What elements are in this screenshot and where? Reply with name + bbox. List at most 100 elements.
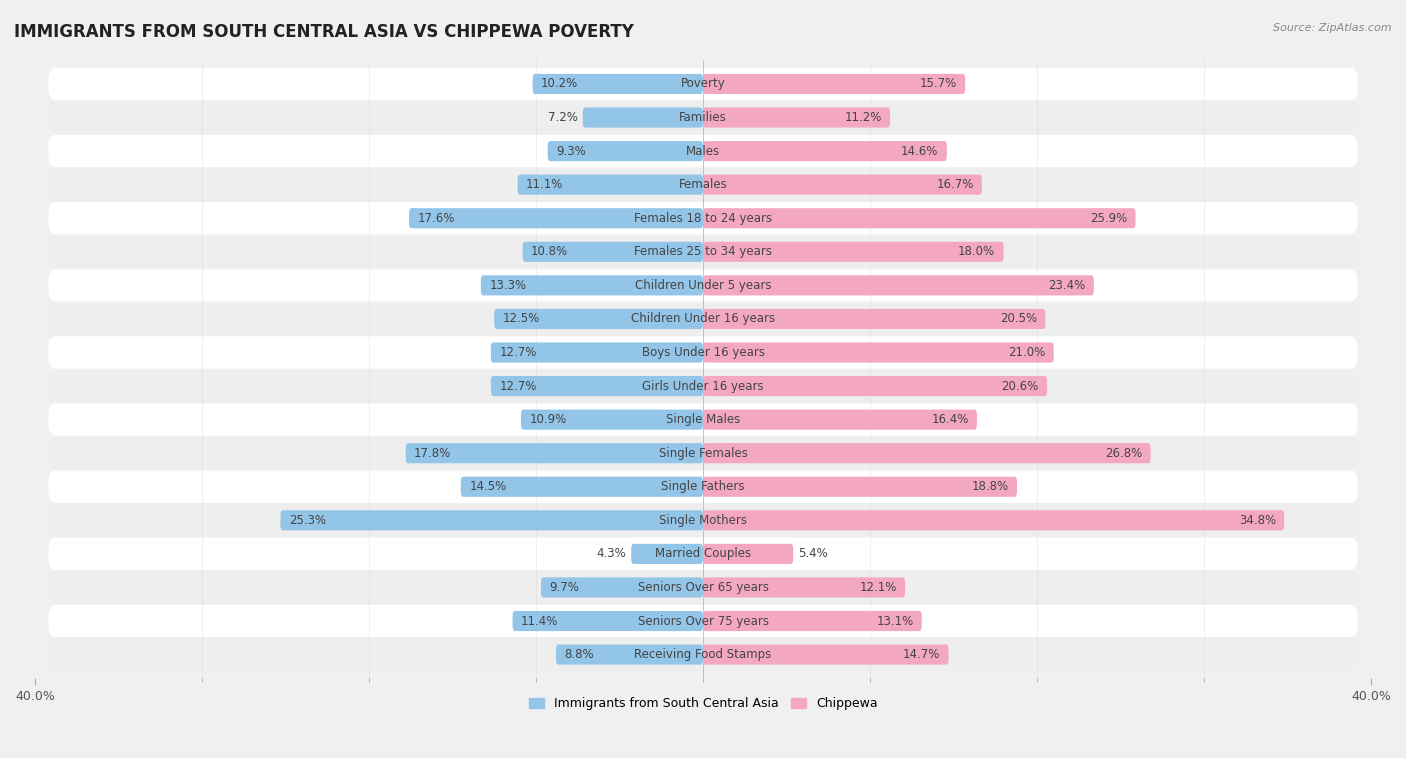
FancyBboxPatch shape xyxy=(703,108,890,127)
Text: Receiving Food Stamps: Receiving Food Stamps xyxy=(634,648,772,661)
FancyBboxPatch shape xyxy=(548,141,703,161)
FancyBboxPatch shape xyxy=(703,409,977,430)
Text: 16.4%: 16.4% xyxy=(931,413,969,426)
FancyBboxPatch shape xyxy=(703,309,1046,329)
Text: 10.9%: 10.9% xyxy=(529,413,567,426)
FancyBboxPatch shape xyxy=(48,302,1358,335)
Text: Males: Males xyxy=(686,145,720,158)
FancyBboxPatch shape xyxy=(48,135,1358,168)
Text: 14.6%: 14.6% xyxy=(901,145,938,158)
Text: 8.8%: 8.8% xyxy=(564,648,593,661)
Text: 15.7%: 15.7% xyxy=(920,77,957,90)
FancyBboxPatch shape xyxy=(703,443,1150,463)
FancyBboxPatch shape xyxy=(48,403,1358,436)
Text: 12.7%: 12.7% xyxy=(499,380,537,393)
FancyBboxPatch shape xyxy=(517,174,703,195)
FancyBboxPatch shape xyxy=(541,578,703,597)
FancyBboxPatch shape xyxy=(495,309,703,329)
FancyBboxPatch shape xyxy=(703,141,946,161)
Text: Seniors Over 75 years: Seniors Over 75 years xyxy=(637,615,769,628)
FancyBboxPatch shape xyxy=(48,504,1358,537)
FancyBboxPatch shape xyxy=(48,68,1358,100)
Text: Source: ZipAtlas.com: Source: ZipAtlas.com xyxy=(1274,23,1392,33)
Text: Families: Families xyxy=(679,111,727,124)
FancyBboxPatch shape xyxy=(48,236,1358,268)
FancyBboxPatch shape xyxy=(703,477,1017,496)
Text: Single Mothers: Single Mothers xyxy=(659,514,747,527)
Text: 14.7%: 14.7% xyxy=(903,648,941,661)
Text: Single Males: Single Males xyxy=(666,413,740,426)
Text: 10.2%: 10.2% xyxy=(541,77,578,90)
Text: 25.3%: 25.3% xyxy=(288,514,326,527)
Text: Seniors Over 65 years: Seniors Over 65 years xyxy=(637,581,769,594)
FancyBboxPatch shape xyxy=(513,611,703,631)
FancyBboxPatch shape xyxy=(48,168,1358,201)
FancyBboxPatch shape xyxy=(703,611,922,631)
Text: 12.1%: 12.1% xyxy=(859,581,897,594)
FancyBboxPatch shape xyxy=(481,275,703,296)
Text: 17.6%: 17.6% xyxy=(418,211,454,224)
Legend: Immigrants from South Central Asia, Chippewa: Immigrants from South Central Asia, Chip… xyxy=(523,692,883,715)
Text: 5.4%: 5.4% xyxy=(799,547,828,560)
Text: 12.7%: 12.7% xyxy=(499,346,537,359)
Text: 34.8%: 34.8% xyxy=(1239,514,1275,527)
Text: Girls Under 16 years: Girls Under 16 years xyxy=(643,380,763,393)
Text: 9.7%: 9.7% xyxy=(550,581,579,594)
Text: 9.3%: 9.3% xyxy=(555,145,586,158)
FancyBboxPatch shape xyxy=(703,242,1004,262)
Text: 20.6%: 20.6% xyxy=(1001,380,1039,393)
Text: Poverty: Poverty xyxy=(681,77,725,90)
FancyBboxPatch shape xyxy=(533,74,703,94)
Text: Children Under 5 years: Children Under 5 years xyxy=(634,279,772,292)
FancyBboxPatch shape xyxy=(48,269,1358,302)
FancyBboxPatch shape xyxy=(703,543,793,564)
FancyBboxPatch shape xyxy=(523,242,703,262)
Text: Boys Under 16 years: Boys Under 16 years xyxy=(641,346,765,359)
FancyBboxPatch shape xyxy=(703,343,1053,362)
Text: Children Under 16 years: Children Under 16 years xyxy=(631,312,775,325)
Text: 11.4%: 11.4% xyxy=(522,615,558,628)
Text: 13.1%: 13.1% xyxy=(876,615,914,628)
FancyBboxPatch shape xyxy=(522,409,703,430)
Text: Females: Females xyxy=(679,178,727,191)
Text: 12.5%: 12.5% xyxy=(502,312,540,325)
FancyBboxPatch shape xyxy=(703,510,1284,531)
FancyBboxPatch shape xyxy=(491,343,703,362)
Text: 21.0%: 21.0% xyxy=(1008,346,1046,359)
Text: 18.0%: 18.0% xyxy=(957,246,995,258)
FancyBboxPatch shape xyxy=(461,477,703,496)
FancyBboxPatch shape xyxy=(582,108,703,127)
Text: 20.5%: 20.5% xyxy=(1000,312,1038,325)
Text: IMMIGRANTS FROM SOUTH CENTRAL ASIA VS CHIPPEWA POVERTY: IMMIGRANTS FROM SOUTH CENTRAL ASIA VS CH… xyxy=(14,23,634,41)
FancyBboxPatch shape xyxy=(703,578,905,597)
FancyBboxPatch shape xyxy=(48,572,1358,603)
Text: Single Fathers: Single Fathers xyxy=(661,481,745,493)
Text: 26.8%: 26.8% xyxy=(1105,446,1142,459)
FancyBboxPatch shape xyxy=(631,543,703,564)
FancyBboxPatch shape xyxy=(48,638,1358,671)
Text: Single Females: Single Females xyxy=(658,446,748,459)
FancyBboxPatch shape xyxy=(409,208,703,228)
Text: 16.7%: 16.7% xyxy=(936,178,973,191)
Text: 25.9%: 25.9% xyxy=(1090,211,1128,224)
Text: 11.1%: 11.1% xyxy=(526,178,564,191)
FancyBboxPatch shape xyxy=(555,644,703,665)
Text: 14.5%: 14.5% xyxy=(470,481,506,493)
Text: 11.2%: 11.2% xyxy=(845,111,882,124)
Text: 13.3%: 13.3% xyxy=(489,279,526,292)
FancyBboxPatch shape xyxy=(48,537,1358,570)
FancyBboxPatch shape xyxy=(491,376,703,396)
FancyBboxPatch shape xyxy=(703,644,949,665)
Text: Females 25 to 34 years: Females 25 to 34 years xyxy=(634,246,772,258)
Text: 18.8%: 18.8% xyxy=(972,481,1008,493)
FancyBboxPatch shape xyxy=(703,376,1047,396)
FancyBboxPatch shape xyxy=(48,471,1358,503)
Text: Females 18 to 24 years: Females 18 to 24 years xyxy=(634,211,772,224)
Text: 17.8%: 17.8% xyxy=(413,446,451,459)
FancyBboxPatch shape xyxy=(703,74,965,94)
Text: 4.3%: 4.3% xyxy=(596,547,626,560)
FancyBboxPatch shape xyxy=(703,174,981,195)
FancyBboxPatch shape xyxy=(48,202,1358,234)
FancyBboxPatch shape xyxy=(48,337,1358,368)
FancyBboxPatch shape xyxy=(48,102,1358,133)
